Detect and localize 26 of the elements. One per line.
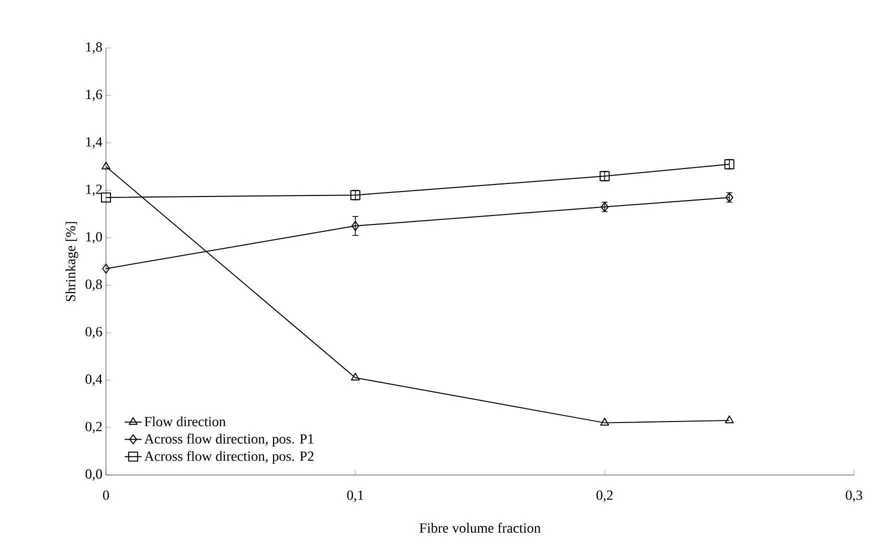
point xyxy=(102,162,110,170)
point xyxy=(600,418,610,426)
legend-label: Across flow direction, pos. P2 xyxy=(144,450,314,464)
y-tick-label: 0,2 xyxy=(86,422,102,434)
y-tick-label: 1,6 xyxy=(86,90,102,102)
y-tick-label: 0,6 xyxy=(86,326,102,338)
x-tick-label: 0,1 xyxy=(347,490,364,502)
x-tick-label: 0,2 xyxy=(596,490,613,502)
point xyxy=(350,372,360,380)
y-axis-title: Shrinkage [%] xyxy=(66,222,78,302)
y-tick-label: 1,8 xyxy=(86,42,102,54)
point xyxy=(101,192,111,202)
legend-label: Flow direction xyxy=(144,416,226,426)
x-tick-label: 0,3 xyxy=(846,490,862,502)
x-tick-label: 0 xyxy=(103,490,109,500)
y-tick-label: 1,4 xyxy=(86,137,102,149)
point xyxy=(351,220,360,231)
y-tick-label: 1,2 xyxy=(86,184,102,196)
x-axis-title: Fibre volume fraction xyxy=(420,522,541,533)
point xyxy=(724,415,734,424)
y-tick-label: 0,0 xyxy=(86,469,102,481)
y-tick-label: 0,4 xyxy=(86,374,102,386)
legend-label: Across flow direction, pos. P1 xyxy=(144,434,314,446)
point xyxy=(102,264,110,274)
y-tick-label: 0,8 xyxy=(86,280,102,291)
y-tick-label: 1,0 xyxy=(86,232,102,244)
